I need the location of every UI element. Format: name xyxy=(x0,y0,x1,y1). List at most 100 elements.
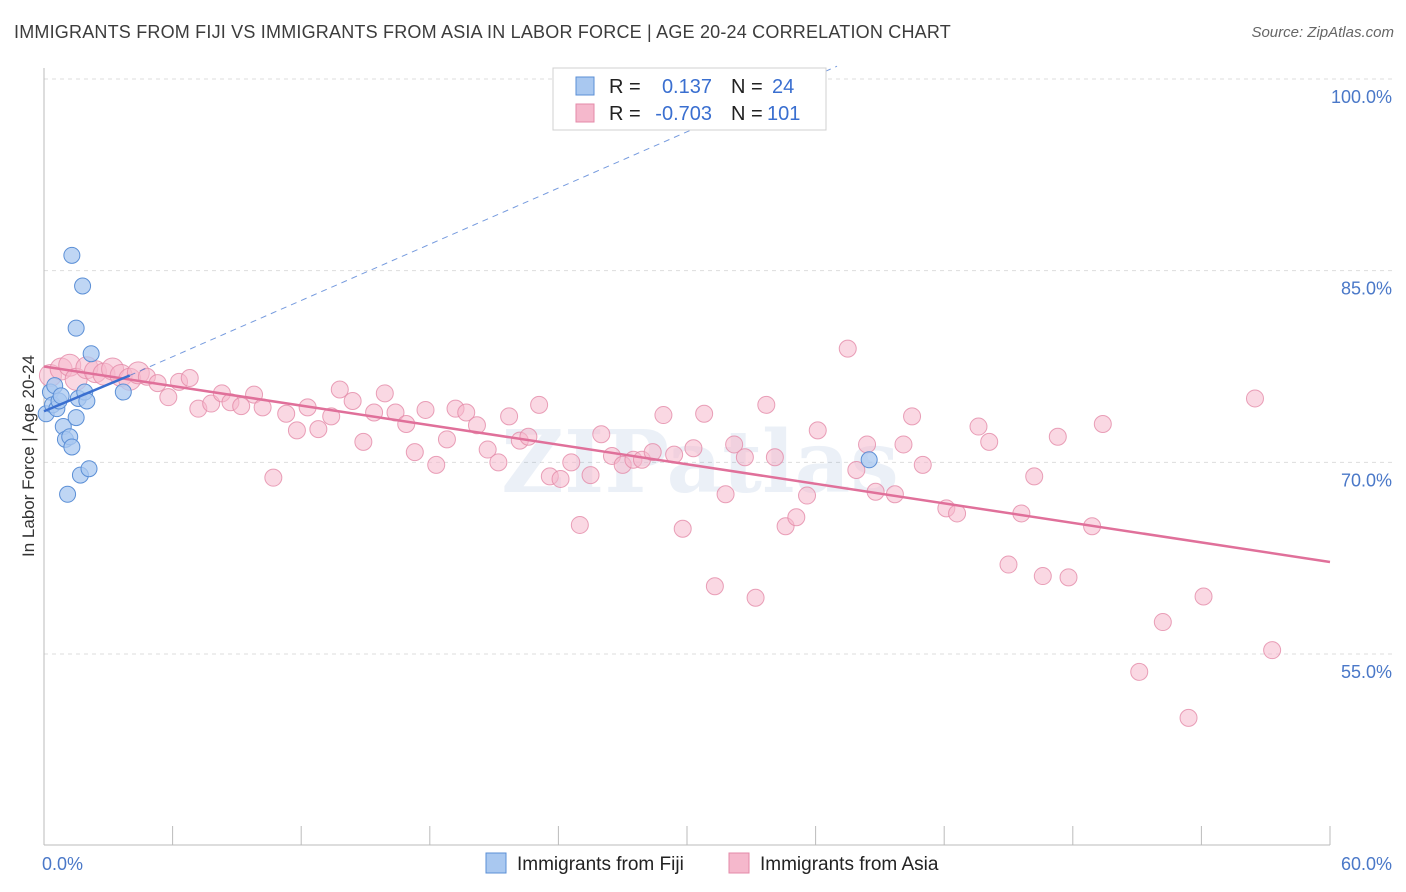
fiji-series-points xyxy=(37,246,878,503)
asia-point-31 xyxy=(354,432,373,451)
asia-point-52 xyxy=(570,515,589,534)
series-legend: Immigrants from Fiji Immigrants from Asi… xyxy=(485,852,939,875)
stat-legend-n-label-asia: N = xyxy=(731,103,763,125)
series-legend-swatch-asia xyxy=(728,852,750,874)
asia-point-75 xyxy=(808,421,827,440)
fiji-point-21 xyxy=(82,345,100,363)
series-legend-swatch-fiji xyxy=(485,852,507,874)
fiji-point-20 xyxy=(80,460,98,478)
asia-point-90 xyxy=(1025,467,1044,486)
asia-point-27 xyxy=(309,420,328,439)
stat-legend-n-value-fiji: 24 xyxy=(772,76,794,98)
asia-point-96 xyxy=(1130,662,1149,681)
asia-point-33 xyxy=(375,384,394,403)
x-tick-label-0: 0.0% xyxy=(42,854,83,874)
asia-point-59 xyxy=(643,443,662,462)
asia-point-97 xyxy=(1153,613,1172,632)
asia-point-29 xyxy=(330,380,349,399)
chart-title: IMMIGRANTS FROM FIJI VS IMMIGRANTS FROM … xyxy=(14,22,951,42)
stat-legend: R = 0.137 N = 24 R = -0.703 N = 101 xyxy=(552,67,827,131)
asia-point-69 xyxy=(746,588,765,607)
asia-point-91 xyxy=(1033,567,1052,586)
chart-source: Source: ZipAtlas.com xyxy=(1251,24,1394,41)
y-tick-labels: 55.0% 70.0% 85.0% 100.0% xyxy=(1331,87,1392,682)
asia-point-60 xyxy=(654,406,673,425)
asia-point-48 xyxy=(530,395,549,414)
stat-legend-swatch-fiji xyxy=(575,76,595,96)
asia-point-41 xyxy=(457,403,476,422)
asia-series-points xyxy=(38,339,1282,727)
asia-point-65 xyxy=(705,577,724,596)
asia-point-66 xyxy=(716,485,735,504)
series-legend-label-asia: Immigrants from Asia xyxy=(760,854,939,875)
asia-point-87 xyxy=(980,432,999,451)
asia-point-42 xyxy=(467,416,486,435)
asia-point-51 xyxy=(562,453,581,472)
stat-legend-r-value-fiji: 0.137 xyxy=(662,76,712,98)
asia-point-23 xyxy=(264,468,283,487)
asia-point-74 xyxy=(798,486,817,505)
asia-point-37 xyxy=(416,400,435,419)
watermark-text: ZIPatlas xyxy=(501,412,899,513)
asia-trend-line xyxy=(43,365,1331,564)
asia-point-28 xyxy=(322,407,341,426)
asia-point-98 xyxy=(1179,708,1198,727)
stat-legend-r-value-asia: -0.703 xyxy=(655,103,712,125)
asia-point-15 xyxy=(180,369,199,387)
x-tick-marks xyxy=(43,826,1331,845)
asia-point-36 xyxy=(405,443,424,462)
y-axis-label: In Labor Force | Age 20-24 xyxy=(19,355,38,557)
fiji-point-17 xyxy=(74,277,92,295)
asia-point-50 xyxy=(551,469,570,488)
fiji-point-22 xyxy=(114,383,132,401)
stat-legend-n-value-asia: 101 xyxy=(767,103,800,125)
y-tick-label-0: 55.0% xyxy=(1341,662,1392,682)
asia-point-83 xyxy=(913,455,932,474)
asia-point-81 xyxy=(894,435,913,454)
asia-point-43 xyxy=(478,440,497,459)
asia-point-82 xyxy=(903,407,922,426)
asia-point-39 xyxy=(437,430,456,449)
series-legend-label-fiji: Immigrants from Fiji xyxy=(517,854,684,875)
asia-point-47 xyxy=(519,427,538,446)
asia-point-70 xyxy=(757,395,776,414)
stat-legend-swatch-asia xyxy=(575,103,595,123)
y-tick-label-1: 70.0% xyxy=(1341,470,1392,490)
asia-point-99 xyxy=(1194,587,1213,606)
asia-point-73 xyxy=(787,508,806,527)
asia-point-76 xyxy=(838,339,857,358)
fiji-point-13 xyxy=(67,319,85,337)
asia-point-88 xyxy=(999,555,1018,574)
asia-point-85 xyxy=(948,504,967,523)
y-tick-label-3: 100.0% xyxy=(1331,87,1392,107)
x-tick-labels: 0.0% 60.0% xyxy=(42,854,1392,874)
asia-point-62 xyxy=(673,519,692,538)
asia-point-101 xyxy=(1245,389,1264,408)
asia-point-93 xyxy=(1059,568,1078,587)
watermark: ZIPatlas xyxy=(501,412,899,513)
fiji-point-12 xyxy=(63,246,81,264)
fiji-point-23 xyxy=(860,451,878,469)
fiji-point-9 xyxy=(59,485,77,503)
asia-point-67 xyxy=(725,435,744,454)
asia-point-44 xyxy=(489,453,508,472)
fiji-point-14 xyxy=(67,409,85,427)
asia-point-71 xyxy=(765,448,784,467)
asia-point-35 xyxy=(397,415,416,433)
x-tick-label-1: 60.0% xyxy=(1341,854,1392,874)
stat-legend-n-label-fiji: N = xyxy=(731,76,763,98)
asia-point-13 xyxy=(159,388,178,407)
asia-point-100 xyxy=(1263,641,1282,660)
asia-point-77 xyxy=(847,461,866,479)
asia-point-25 xyxy=(287,421,306,440)
asia-point-68 xyxy=(735,448,754,467)
asia-point-38 xyxy=(427,455,446,474)
asia-point-95 xyxy=(1093,415,1112,433)
y-tick-label-2: 85.0% xyxy=(1341,279,1392,299)
asia-point-64 xyxy=(695,404,714,423)
asia-point-53 xyxy=(581,466,600,485)
asia-point-54 xyxy=(592,425,611,444)
grid-lines xyxy=(44,78,1392,655)
stat-legend-r-label-asia: R = xyxy=(609,103,641,125)
